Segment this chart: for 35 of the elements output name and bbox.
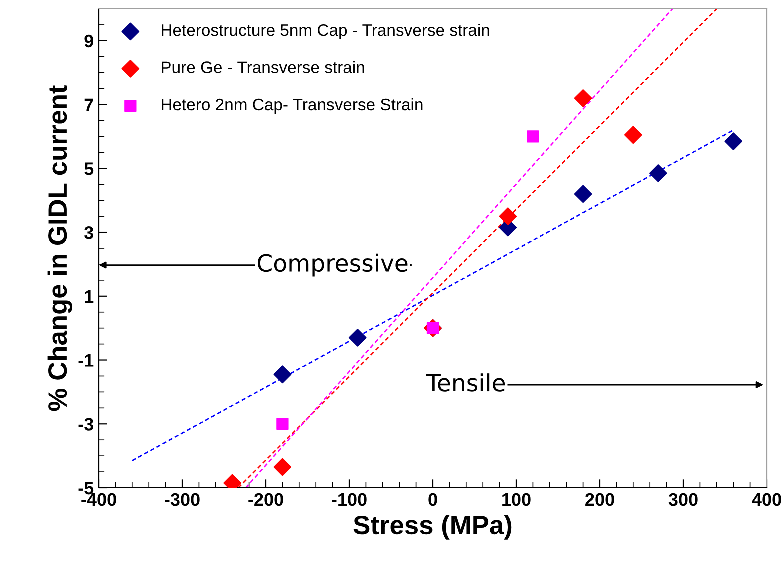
x-tick-label: 300 bbox=[668, 493, 698, 506]
y-tick-label: -5 bbox=[78, 482, 94, 495]
point bbox=[624, 126, 642, 144]
y-tick-label: 1 bbox=[85, 290, 94, 303]
point bbox=[574, 185, 592, 204]
point bbox=[724, 132, 743, 150]
x-tick-label: 100 bbox=[502, 493, 531, 506]
annotation: Tensile bbox=[426, 374, 506, 392]
x-tick-label: 0 bbox=[428, 493, 438, 506]
legend-label: Pure Ge - Transverse strain bbox=[162, 61, 364, 74]
point bbox=[274, 366, 292, 384]
x-axis-title: Stress (MPa) bbox=[354, 515, 512, 540]
x-tick-label: -100 bbox=[332, 493, 367, 506]
y-tick-label: 3 bbox=[84, 226, 94, 240]
legend-label: Heterostructure 5nm Cap - Transverse strain bbox=[162, 24, 490, 40]
x-tick-label: -400 bbox=[82, 493, 116, 506]
y-tick-label: 9 bbox=[84, 34, 94, 48]
point bbox=[276, 418, 289, 430]
y-tick-label: 7 bbox=[84, 98, 94, 112]
point bbox=[348, 329, 367, 347]
x-tick-label: 400 bbox=[752, 493, 782, 506]
point bbox=[574, 90, 592, 108]
y-axis-title: % Change in GIDL current bbox=[48, 86, 73, 412]
y-tick-label: -3 bbox=[78, 418, 94, 431]
x-tick-label: -300 bbox=[165, 493, 200, 506]
point bbox=[499, 208, 518, 226]
y-tick-label: 5 bbox=[84, 162, 94, 176]
x-tick-label: 200 bbox=[586, 493, 614, 506]
legend-label: Hetero 2nm Cap- Transverse Strain bbox=[162, 98, 423, 114]
point bbox=[274, 458, 292, 476]
point bbox=[527, 130, 540, 143]
x-tick-label: -200 bbox=[248, 493, 284, 506]
point bbox=[650, 164, 668, 182]
annotation: Compressive bbox=[258, 254, 408, 277]
y-tick-label: -1 bbox=[78, 354, 94, 367]
